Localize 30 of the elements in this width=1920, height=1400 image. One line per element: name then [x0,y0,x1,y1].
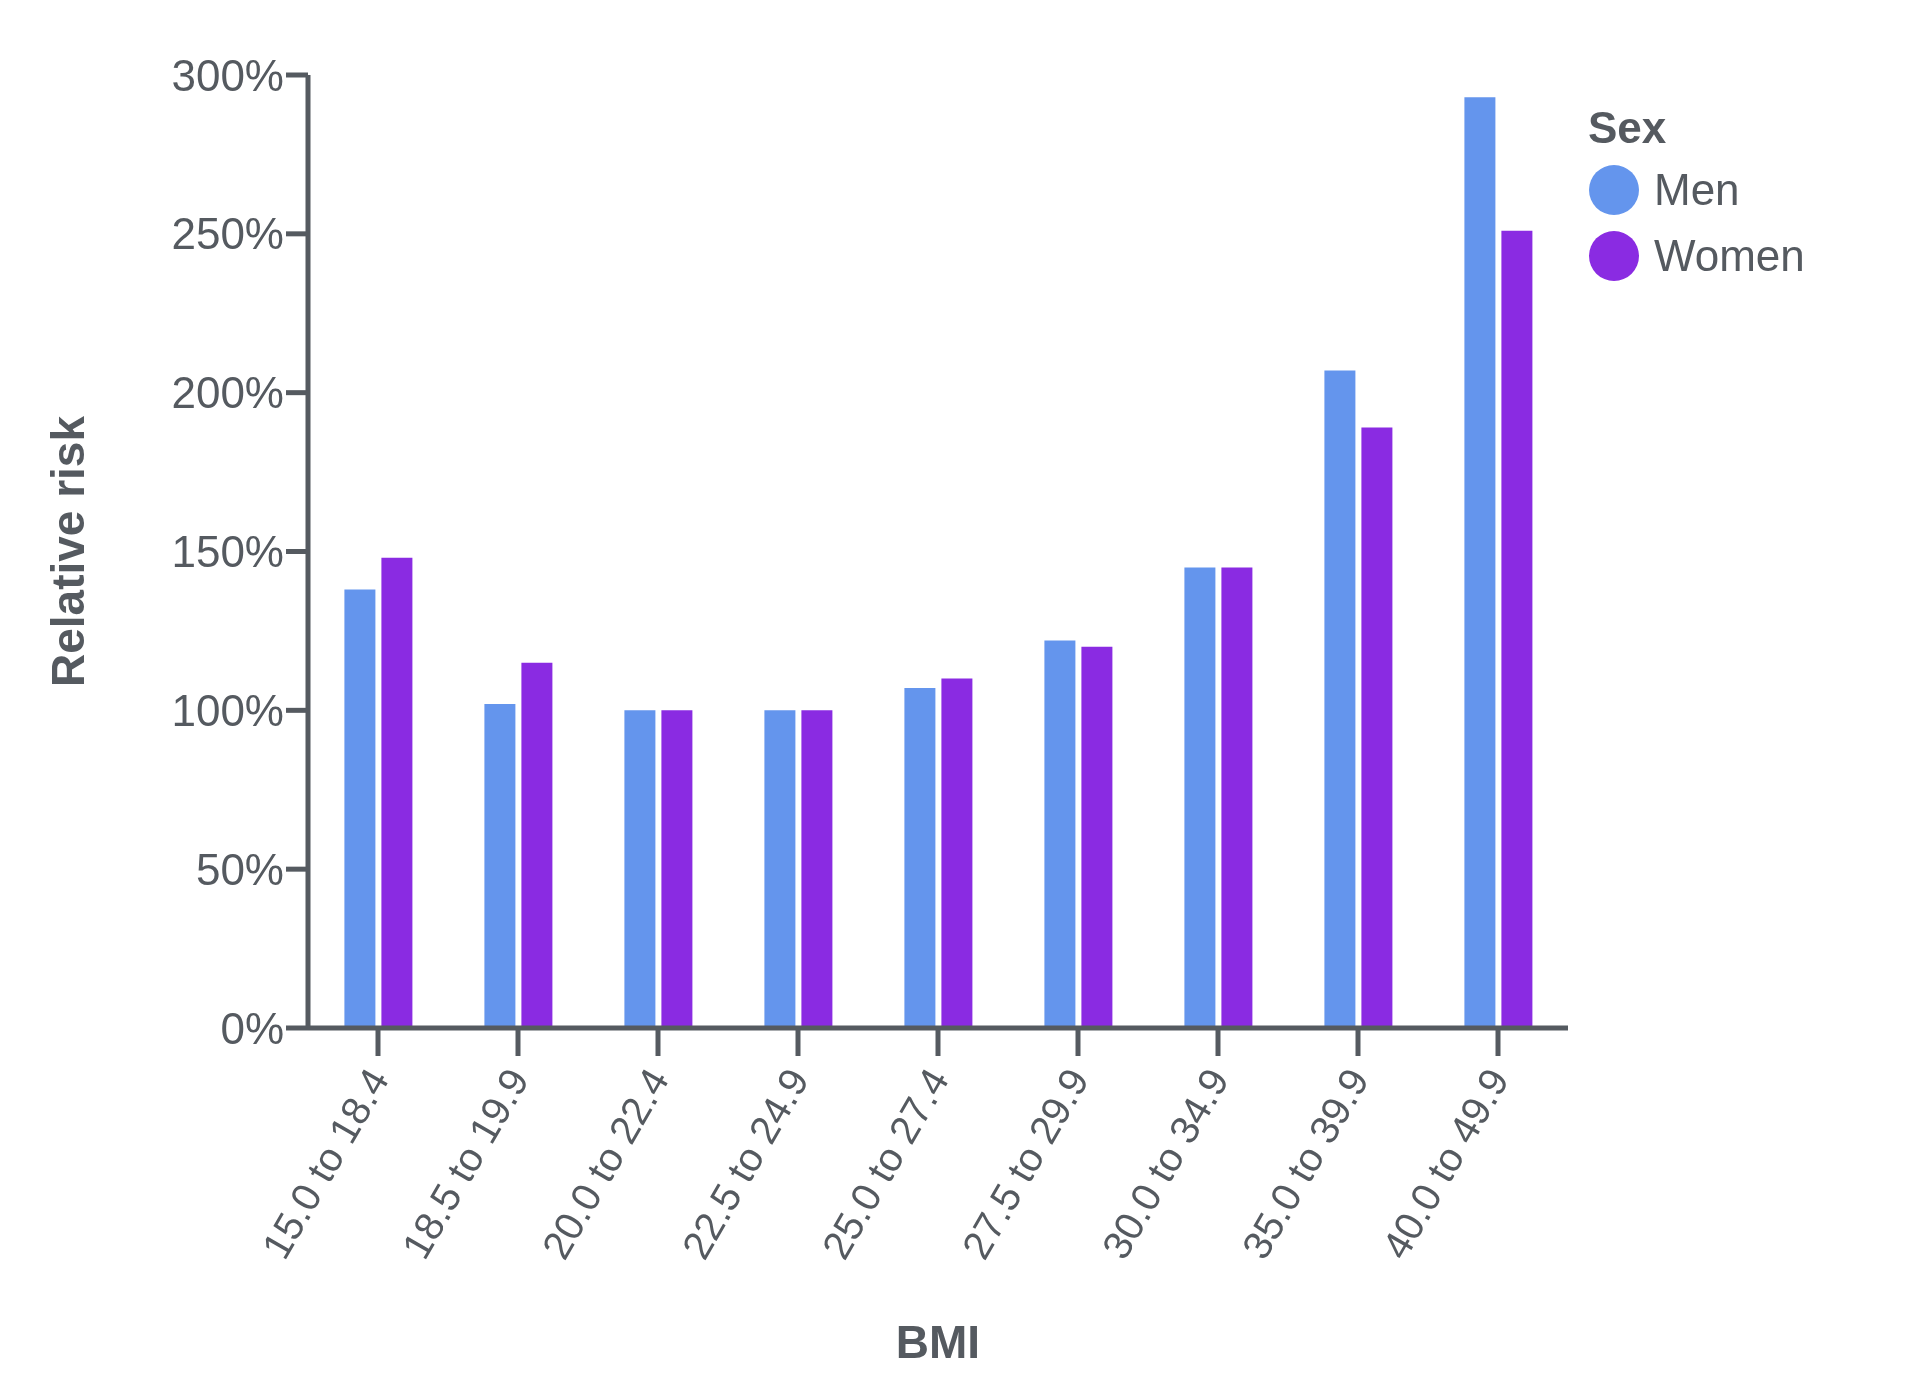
y-tick-label: 250% [171,209,284,259]
y-tick-label: 0% [220,1003,284,1053]
legend-label: Women [1654,231,1805,281]
y-axis-title: Relative risk [42,415,95,688]
bar [1501,230,1533,1028]
y-tick-label: 100% [171,685,284,735]
bar [1221,567,1253,1028]
bar [1044,640,1076,1028]
y-tick-label: 300% [171,50,284,100]
bar [1361,427,1393,1028]
x-axis-title: BMI [895,1316,981,1368]
bar [941,678,973,1028]
bar [1081,646,1113,1028]
bar [764,710,796,1028]
bar [661,710,693,1028]
bar [1324,370,1356,1028]
bar [521,662,553,1028]
bar [624,710,656,1028]
y-tick-label: 50% [195,844,284,894]
legend-title: Sex [1588,103,1668,153]
y-tick-label: 200% [171,368,284,418]
bar [344,589,376,1028]
bar [904,688,936,1028]
bar [1464,97,1496,1028]
y-tick-label: 150% [171,527,284,577]
bar [381,557,413,1028]
bar [1184,567,1216,1028]
bar [801,710,833,1028]
bar [484,703,516,1028]
legend-label: Men [1654,165,1740,215]
